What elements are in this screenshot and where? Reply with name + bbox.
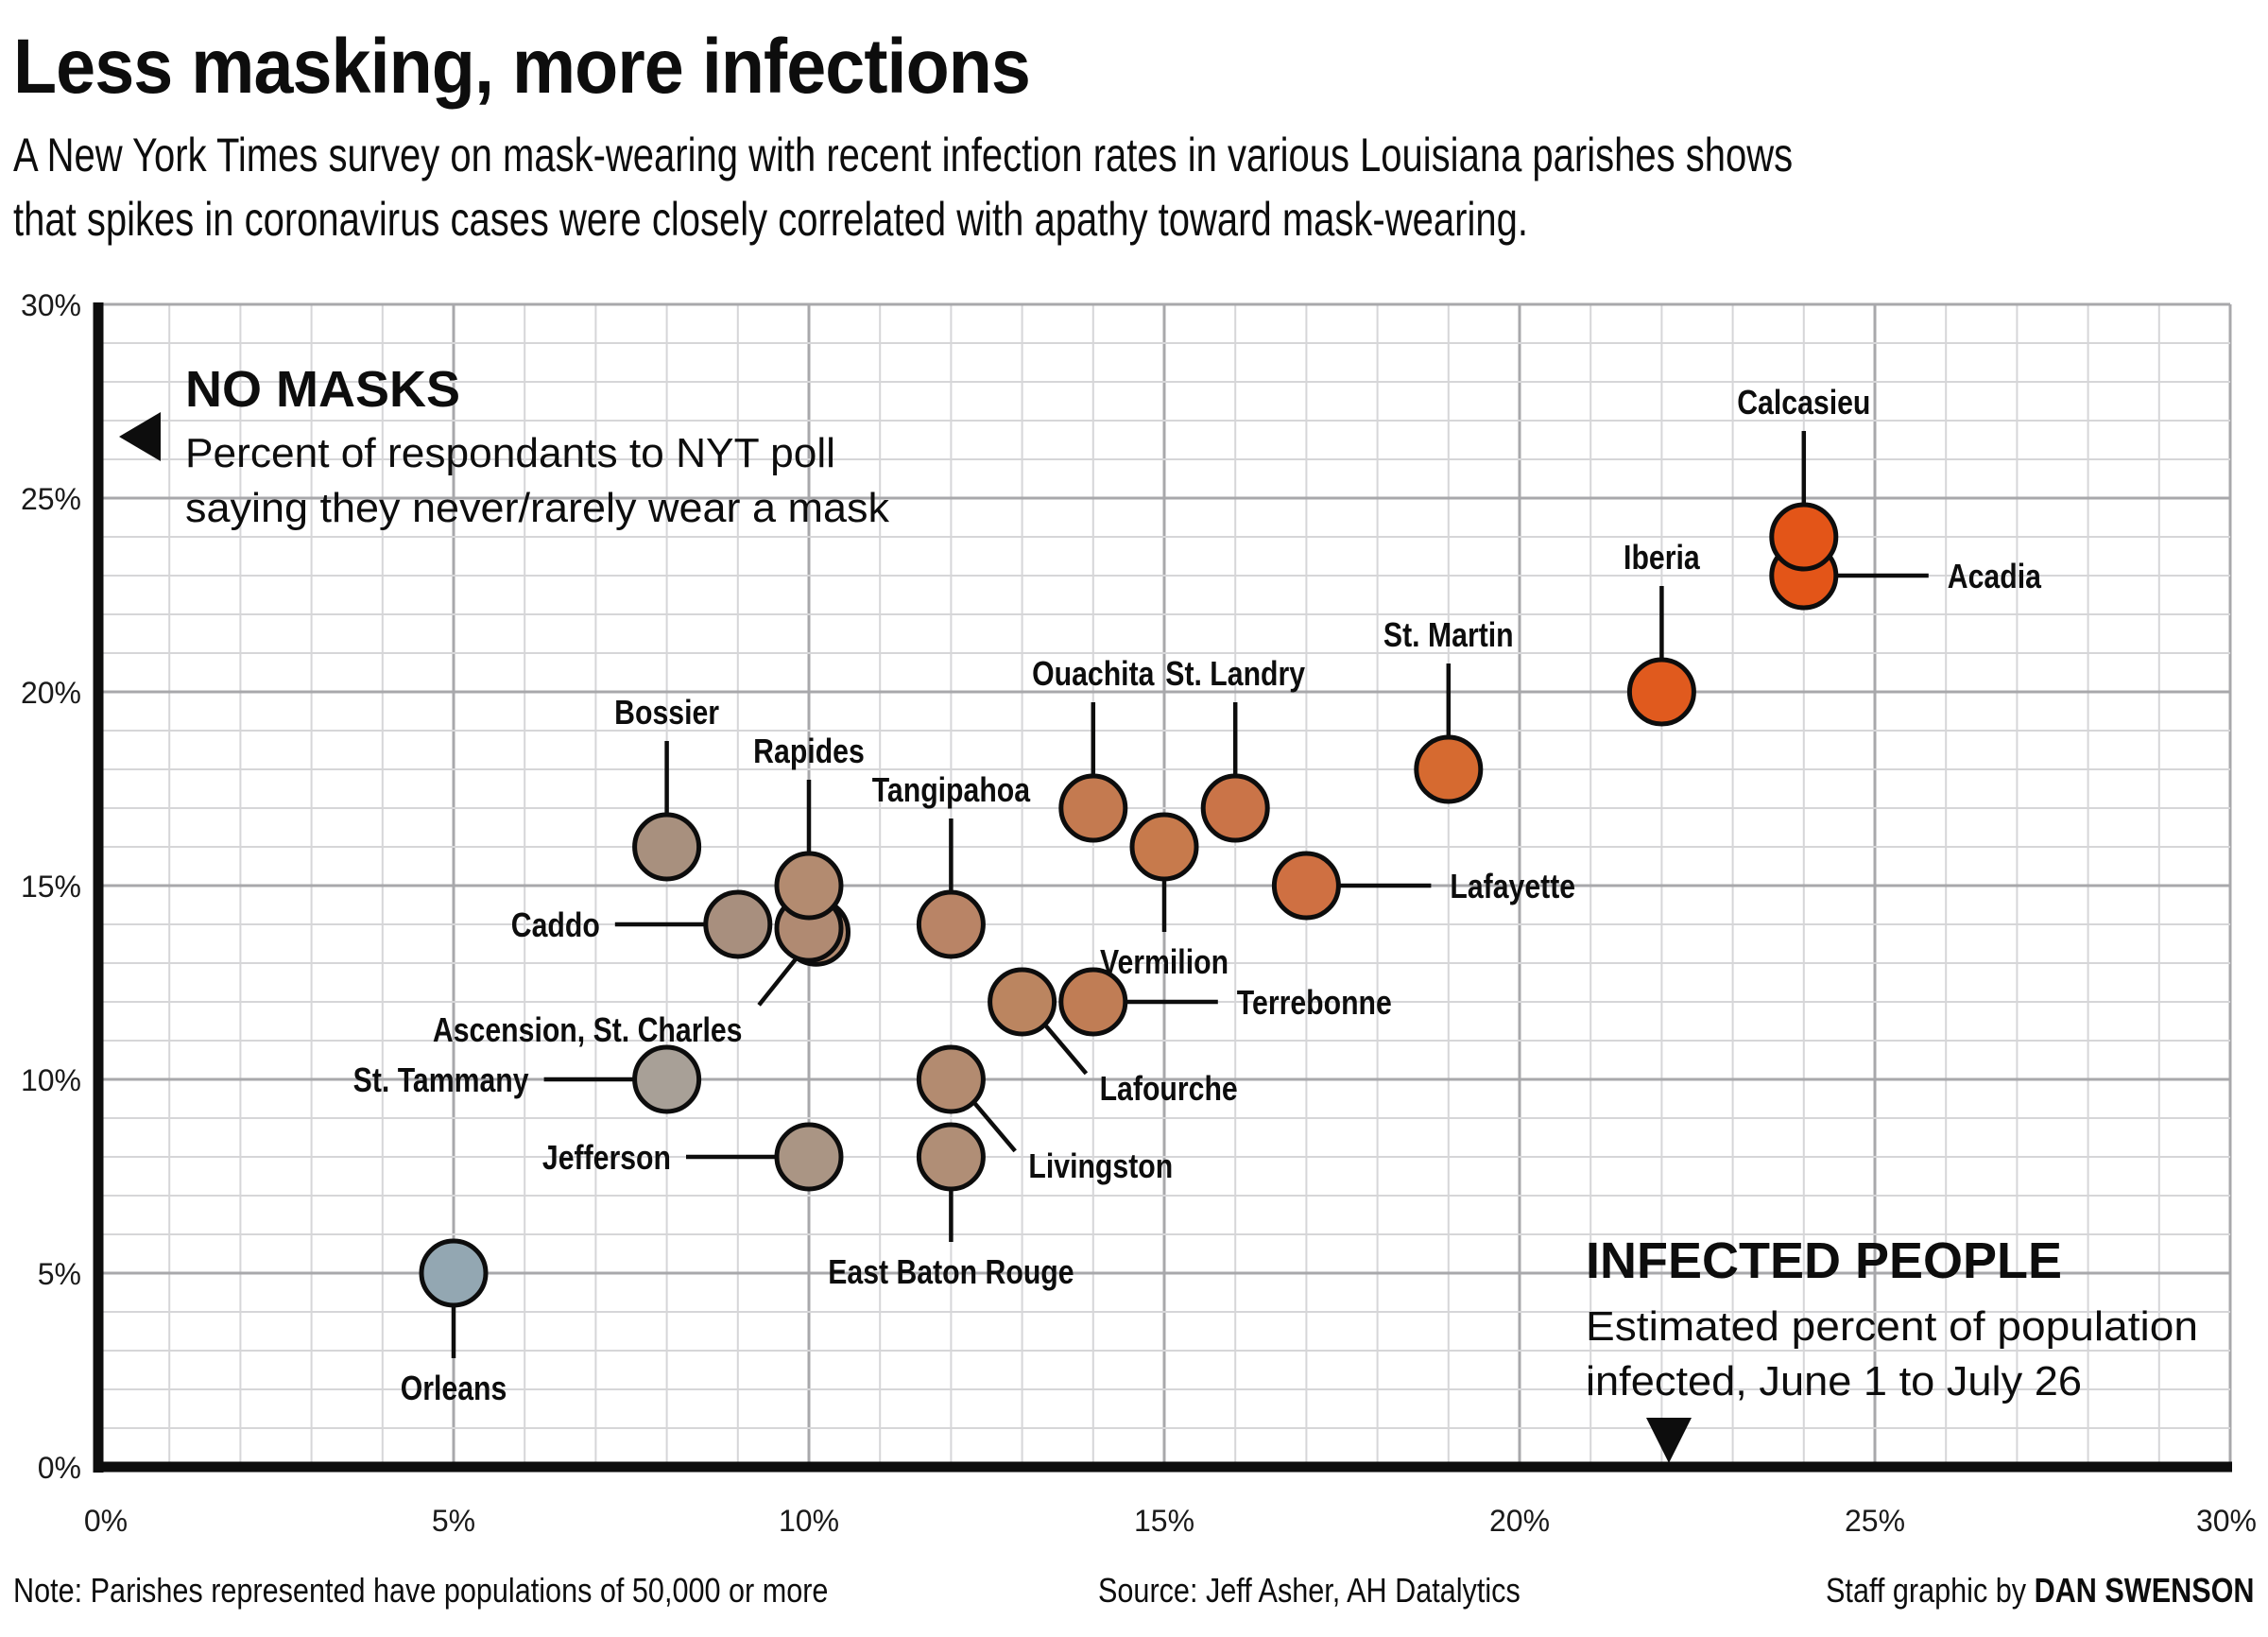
- x-annotation-heading: INFECTED PEOPLE: [1586, 1232, 2062, 1289]
- y-tick-label: 20%: [21, 676, 81, 710]
- point-label: Acadia: [1948, 559, 2042, 596]
- point-label: Calcasieu: [1737, 385, 1870, 422]
- data-point: [1058, 773, 1128, 843]
- data-point: [916, 1122, 986, 1192]
- y-tick-label: 30%: [21, 288, 81, 322]
- data-point: [774, 851, 844, 921]
- leader-lines: [451, 431, 1929, 1358]
- data-point: [632, 812, 702, 882]
- x-tick-label: 15%: [1134, 1504, 1194, 1538]
- y-tick-label: 5%: [38, 1257, 81, 1291]
- x-tick-label: 5%: [432, 1504, 475, 1538]
- x-tick-label: 20%: [1489, 1504, 1550, 1538]
- point-label: Livingston: [1028, 1148, 1173, 1186]
- point-label: Iberia: [1624, 540, 1700, 577]
- point-label: Rapides: [753, 733, 865, 771]
- y-tick-label: 15%: [21, 870, 81, 904]
- data-point: [1058, 967, 1128, 1037]
- data-point: [1769, 502, 1839, 572]
- axes: [93, 302, 2232, 1473]
- point-label: Jefferson: [542, 1140, 671, 1178]
- data-point: [1626, 657, 1696, 727]
- leader-line: [1042, 1023, 1089, 1076]
- data-point: [1271, 851, 1341, 921]
- y-tick-label: 10%: [21, 1063, 81, 1097]
- point-label: Lafayette: [1450, 869, 1575, 906]
- data-point: [1129, 812, 1199, 882]
- leader-line: [971, 1100, 1017, 1153]
- point-labels: Orleans St. Tammany Jefferson Bossier Caddo A…: [353, 385, 2042, 1408]
- point-label: St. Martin: [1383, 617, 1514, 655]
- point-label: Ascension, St. Charles: [433, 1012, 743, 1050]
- arrow-down-icon: [1646, 1418, 1692, 1463]
- point-label: St. Landry: [1165, 656, 1305, 694]
- point-label: Orleans: [401, 1370, 507, 1408]
- data-point: [916, 1044, 986, 1114]
- credit-name: DAN SWENSON: [2035, 1571, 2255, 1610]
- arrow-left-icon: [119, 412, 161, 461]
- grid: [96, 302, 2232, 1469]
- x-tick-label: 25%: [1845, 1504, 1905, 1538]
- footer-note: Note: Parishes represented have populati…: [13, 1571, 829, 1610]
- y-tick-label: 0%: [38, 1451, 81, 1485]
- point-label: Lafourche: [1100, 1071, 1238, 1109]
- data-point: [1414, 734, 1484, 804]
- y-annotation-heading: NO MASKS: [185, 361, 460, 418]
- point-label: Bossier: [614, 695, 719, 732]
- point-label: St. Tammany: [353, 1062, 529, 1100]
- footer-source: Source: Jeff Asher, AH Datalytics: [1098, 1571, 1521, 1610]
- y-annotation-line-2: saying they never/rarely wear a mask: [185, 485, 890, 531]
- point-label: Tangipahoa: [872, 772, 1031, 810]
- y-annotation-line-1: Percent of respondants to NYT poll: [185, 430, 835, 476]
- data-point: [916, 889, 986, 959]
- subtitle-line-2: that spikes in coronavirus cases were cl…: [13, 193, 1528, 246]
- x-tick-label: 0%: [84, 1504, 128, 1538]
- x-annotation-line-2: infected, June 1 to July 26: [1586, 1358, 2082, 1404]
- data-point: [1200, 773, 1270, 843]
- axis-ticks: 0% 5% 10% 15% 20% 25% 30% 0% 5% 10% 15% 20% 25% 30%: [21, 288, 2257, 1538]
- footer-credit: Staff graphic by DAN SWENSON: [1827, 1571, 2255, 1611]
- x-annotation-line-1: Estimated percent of population: [1586, 1303, 2198, 1350]
- leader-line: [757, 956, 799, 1007]
- x-tick-label: 10%: [779, 1504, 839, 1538]
- subtitle-line-1: A New York Times survey on mask-wearing …: [13, 129, 1794, 181]
- chart-subtitle: A New York Times survey on mask-wearing …: [13, 123, 1793, 251]
- point-label: Terrebonne: [1237, 985, 1392, 1023]
- x-tick-label: 30%: [2196, 1504, 2257, 1538]
- point-label: Vermilion: [1100, 944, 1228, 982]
- axis-annotations: NO MASKS Percent of respondants to NYT p…: [119, 361, 2198, 1463]
- data-point: [703, 889, 773, 959]
- y-tick-label: 25%: [21, 482, 81, 516]
- credit-prefix: Staff graphic by: [1826, 1571, 2036, 1610]
- data-point: [988, 967, 1057, 1037]
- data-point: [419, 1238, 489, 1308]
- point-label: East Baton Rouge: [828, 1254, 1074, 1292]
- data-point: [632, 1044, 702, 1114]
- data-points: [419, 502, 1839, 1308]
- point-label: Ouachita: [1032, 656, 1155, 694]
- chart-title: Less masking, more infections: [13, 24, 1031, 110]
- data-point: [774, 1122, 844, 1192]
- point-label: Caddo: [511, 907, 600, 945]
